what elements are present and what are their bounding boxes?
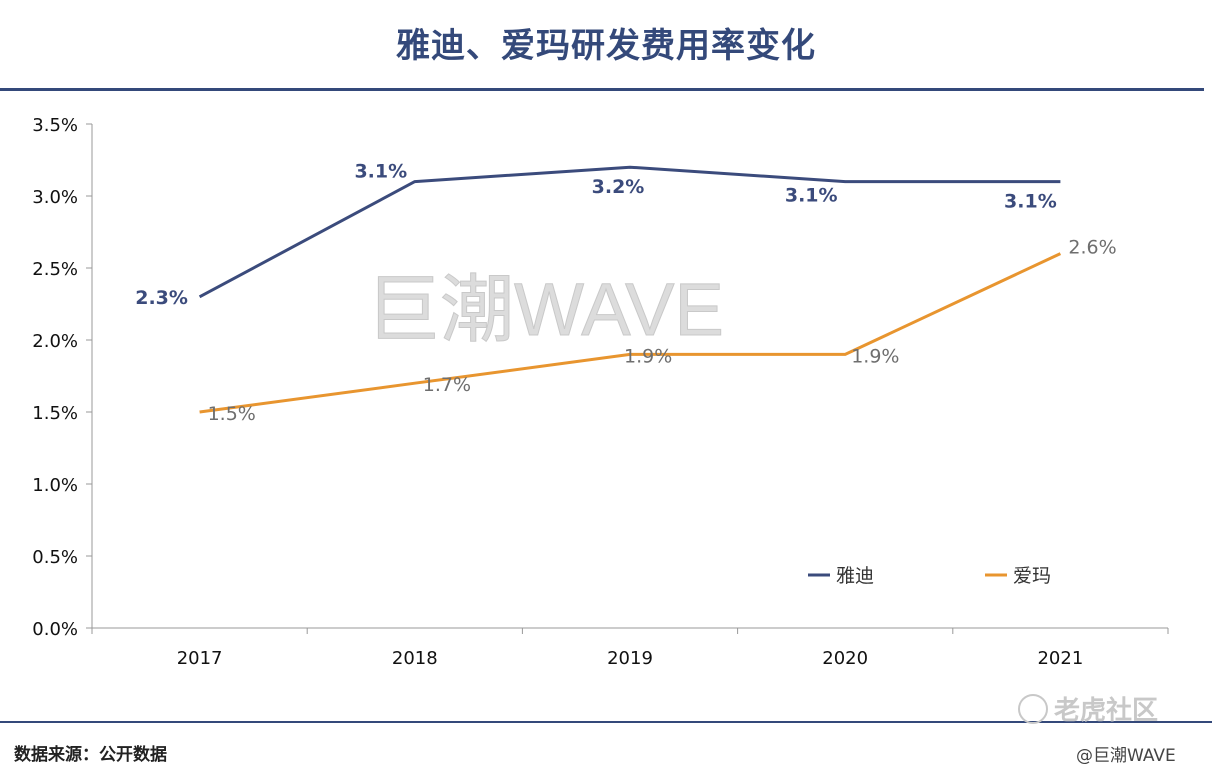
x-tick-label: 2021 <box>1037 648 1083 669</box>
bottom-divider <box>0 721 1212 723</box>
x-tick-label: 2018 <box>392 648 438 669</box>
chart-title: 雅迪、爱玛研发费用率变化 <box>396 26 816 66</box>
data-label-aima: 1.9% <box>624 345 672 367</box>
legend-label-yadi: 雅迪 <box>836 565 874 587</box>
data-label-yadi: 3.2% <box>592 176 645 198</box>
y-tick-label: 3.0% <box>32 187 78 208</box>
logo-ring-icon <box>1018 693 1048 724</box>
community-logo-text: 老虎社区 <box>1054 696 1159 726</box>
data-label-aima: 1.9% <box>851 345 899 367</box>
watermark-text: 巨潮WAVE <box>366 268 724 351</box>
data-label-aima: 2.6% <box>1068 237 1116 259</box>
x-tick-label: 2019 <box>607 648 653 669</box>
x-tick-label: 2017 <box>177 648 223 669</box>
data-label-aima: 1.5% <box>208 403 256 425</box>
y-tick-label: 2.5% <box>32 259 78 280</box>
data-label-yadi: 3.1% <box>354 161 407 183</box>
author-handle: @巨潮WAVE <box>1076 746 1176 766</box>
y-tick-label: 3.5% <box>32 115 78 136</box>
community-logo: 老虎社区 <box>1018 690 1158 727</box>
data-label-aima: 1.7% <box>423 374 471 396</box>
data-source-note: 数据来源：公开数据 <box>14 745 167 765</box>
y-tick-label: 0.5% <box>32 547 78 568</box>
series-line-aima <box>199 252 1062 414</box>
line-chart: 巨潮WAVE 0.0% 0.5% 1.0% 1.5% 2.0% 2.5% 3.0% 3.5% 20… <box>32 115 1169 669</box>
data-label-yadi: 3.1% <box>1004 191 1057 213</box>
series-line-yadi <box>198 165 1061 299</box>
top-divider <box>0 88 1204 91</box>
y-tick-label: 1.0% <box>32 475 78 496</box>
data-label-yadi: 3.1% <box>785 185 838 207</box>
data-label-yadi: 2.3% <box>135 287 188 309</box>
y-tick-label: 1.5% <box>32 403 78 424</box>
y-tick-label: 0.0% <box>32 619 78 640</box>
legend-label-aima: 爱玛 <box>1013 565 1051 587</box>
x-tick-label: 2020 <box>822 648 868 669</box>
y-tick-label: 2.0% <box>32 331 78 352</box>
